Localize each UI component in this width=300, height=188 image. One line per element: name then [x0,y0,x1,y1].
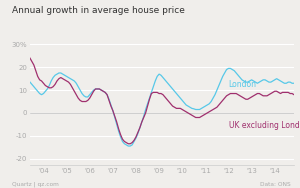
Text: Quartz | qz.com: Quartz | qz.com [12,182,59,187]
Text: London: London [229,80,256,89]
Text: UK excluding London: UK excluding London [229,121,300,130]
Text: Annual growth in average house price: Annual growth in average house price [12,6,185,15]
Text: Data: ONS: Data: ONS [260,182,291,187]
